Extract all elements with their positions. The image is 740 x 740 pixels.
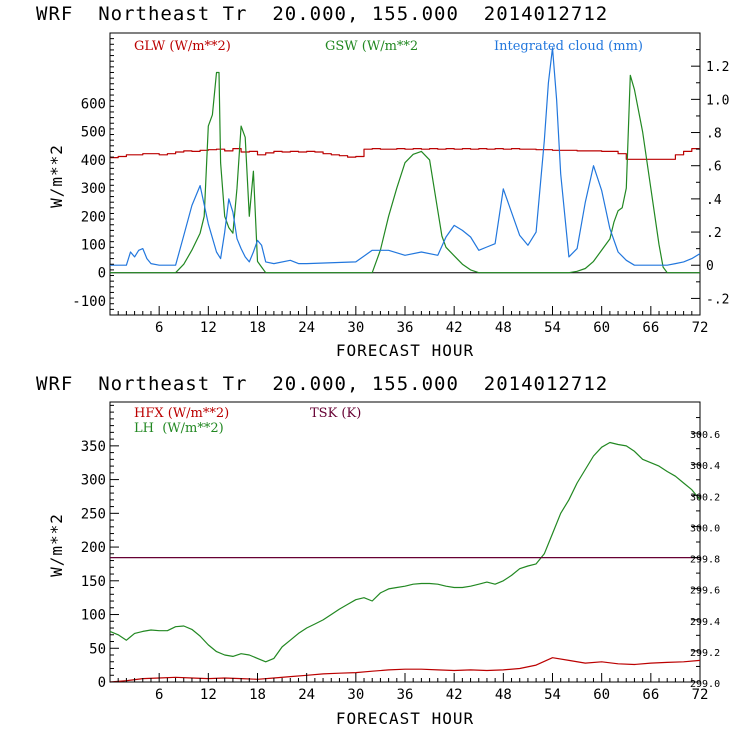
top-chart-x-ticks: 6 12 18 24 30 36 42 48 54 60 66 72 bbox=[117, 306, 709, 336]
y-tick-label: 0 bbox=[98, 675, 106, 691]
x-tick-label: 54 bbox=[544, 687, 561, 703]
legend-tsk: TSK (K) bbox=[310, 406, 361, 421]
top-chart-title: WRF Northeast Tr 20.000, 155.000 2014012… bbox=[36, 3, 608, 25]
x-tick-label: 6 bbox=[155, 320, 163, 336]
y2-tick-label: 299.8 bbox=[690, 555, 720, 566]
legend-gsw: GSW (W/m**2 bbox=[325, 39, 418, 54]
y2-tick-label: -.2 bbox=[706, 292, 729, 307]
y2-tick-label: 299.2 bbox=[690, 648, 720, 659]
x-tick-label: 66 bbox=[642, 320, 659, 336]
x-tick-label: 24 bbox=[298, 320, 315, 336]
y-tick-label: 200 bbox=[81, 540, 106, 556]
y-tick-label: 100 bbox=[81, 238, 106, 254]
bottom-chart-xlabel: FORECAST HOUR bbox=[336, 709, 474, 728]
y-tick-label: 150 bbox=[81, 574, 106, 590]
y2-tick-label: .6 bbox=[706, 160, 722, 175]
x-tick-label: 72 bbox=[692, 320, 709, 336]
y2-tick-label: 300.6 bbox=[690, 430, 720, 441]
series-line-glw bbox=[110, 148, 700, 160]
y-tick-label: 600 bbox=[81, 97, 106, 113]
series-line-lh bbox=[109, 441, 701, 663]
x-tick-label: 12 bbox=[200, 687, 217, 703]
x-tick-label: 48 bbox=[495, 687, 512, 703]
x-tick-label: 54 bbox=[544, 320, 561, 336]
x-tick-label: 36 bbox=[397, 320, 414, 336]
top-chart-series bbox=[110, 47, 701, 274]
bottom-chart-y-ticks: 0 50 100 150 200 250 300 350 bbox=[81, 404, 119, 691]
y2-tick-label: .2 bbox=[706, 226, 722, 241]
top-chart-y-ticks: -100 0 100 200 300 400 500 600 bbox=[72, 32, 114, 316]
bottom-chart: WRF Northeast Tr 20.000, 155.000 2014012… bbox=[36, 373, 720, 728]
y2-tick-label: 300.4 bbox=[690, 461, 720, 472]
legend-glw: GLW (W/m**2) bbox=[134, 39, 231, 54]
x-tick-label: 72 bbox=[692, 687, 709, 703]
series-line-gsw bbox=[110, 71, 700, 274]
y2-tick-label: .8 bbox=[706, 127, 722, 142]
bottom-chart-x-ticks: 6 12 18 24 30 36 42 48 54 60 66 72 bbox=[117, 673, 709, 703]
x-tick-label: 36 bbox=[397, 687, 414, 703]
bottom-chart-ylabel: W/m**2 bbox=[47, 513, 66, 577]
x-tick-label: 24 bbox=[298, 687, 315, 703]
y-tick-label: 350 bbox=[81, 439, 106, 455]
x-tick-label: 30 bbox=[347, 687, 364, 703]
y2-tick-label: 0 bbox=[706, 259, 714, 274]
top-chart-y2-ticks: -.2 0 .2 .4 .6 .8 1.0 1.2 bbox=[691, 32, 729, 316]
x-tick-label: 12 bbox=[200, 320, 217, 336]
top-chart-ylabel: W/m**2 bbox=[47, 144, 66, 208]
y-tick-label: -100 bbox=[72, 294, 106, 310]
y-tick-label: 250 bbox=[81, 506, 106, 522]
y2-tick-label: 299.4 bbox=[690, 617, 720, 628]
x-tick-label: 60 bbox=[593, 687, 610, 703]
legend-lh: LH (W/m**2) bbox=[134, 421, 224, 436]
y2-tick-label: .4 bbox=[706, 193, 722, 208]
y-tick-label: 50 bbox=[89, 641, 106, 657]
y2-tick-label: 299.0 bbox=[690, 679, 720, 690]
x-tick-label: 18 bbox=[249, 687, 266, 703]
legend-integrated-cloud: Integrated cloud (mm) bbox=[494, 39, 643, 54]
y-tick-label: 100 bbox=[81, 608, 106, 624]
y-tick-label: 0 bbox=[98, 266, 106, 282]
x-tick-label: 42 bbox=[446, 687, 463, 703]
y2-tick-label: 1.2 bbox=[706, 60, 729, 75]
y2-tick-label: 1.0 bbox=[706, 93, 729, 108]
y-tick-label: 300 bbox=[81, 181, 106, 197]
x-tick-label: 60 bbox=[593, 320, 610, 336]
series-line-integrated bbox=[110, 47, 701, 266]
bottom-chart-title: WRF Northeast Tr 20.000, 155.000 2014012… bbox=[36, 373, 608, 395]
top-chart-xlabel: FORECAST HOUR bbox=[336, 341, 474, 360]
x-tick-label: 66 bbox=[642, 687, 659, 703]
top-chart: WRF Northeast Tr 20.000, 155.000 2014012… bbox=[36, 3, 729, 360]
x-tick-label: 42 bbox=[446, 320, 463, 336]
x-tick-label: 6 bbox=[155, 687, 163, 703]
y2-tick-label: 299.6 bbox=[690, 586, 720, 597]
y2-tick-label: 300.2 bbox=[690, 492, 720, 503]
x-tick-label: 48 bbox=[495, 320, 512, 336]
y-tick-label: 400 bbox=[81, 153, 106, 169]
x-tick-label: 18 bbox=[249, 320, 266, 336]
y-tick-label: 200 bbox=[81, 209, 106, 225]
bottom-chart-y2-ticks: 299.0 299.2 299.4 299.6 299.8 300.0 300.2 300.4… bbox=[690, 401, 720, 690]
y-tick-label: 300 bbox=[81, 473, 106, 489]
y2-tick-label: 300.0 bbox=[690, 523, 720, 534]
x-tick-label: 30 bbox=[347, 320, 364, 336]
legend-hfx: HFX (W/m**2) bbox=[134, 406, 229, 421]
y-tick-label: 500 bbox=[81, 125, 106, 141]
